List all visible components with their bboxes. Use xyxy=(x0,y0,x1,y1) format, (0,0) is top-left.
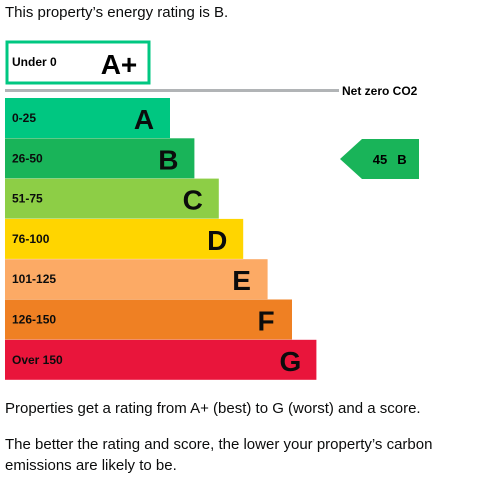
band-f-range: 126-150 xyxy=(12,313,56,327)
rating-scale-note: Properties get a rating from A+ (best) t… xyxy=(5,400,421,417)
energy-rating-chart: Under 0 A+ Net zero CO2 0-25 A 26-50 B 51-75… xyxy=(5,40,419,380)
band-g-letter: G xyxy=(280,346,302,377)
energy-rating-intro: This property’s energy rating is B. xyxy=(5,4,229,21)
band-b-range: 26-50 xyxy=(12,151,43,165)
current-rating-pointer xyxy=(340,139,419,179)
net-zero-label: Net zero CO2 xyxy=(342,84,418,98)
band-c-letter: C xyxy=(183,185,203,216)
band-f-letter: F xyxy=(257,306,274,337)
band-c-range: 51-75 xyxy=(12,192,43,206)
band-d-range: 76-100 xyxy=(12,232,50,246)
band-d-letter: D xyxy=(207,225,227,256)
band-a-letter: A xyxy=(134,104,154,135)
band-e-letter: E xyxy=(232,265,251,296)
band-a-range: 0-25 xyxy=(12,111,36,125)
current-rating-score: 45 xyxy=(373,152,387,167)
band-e-range: 101-125 xyxy=(12,272,56,286)
band-a-plus-box xyxy=(5,40,151,85)
band-a-plus-letter: A+ xyxy=(101,49,138,80)
band-a-plus-range: Under 0 xyxy=(12,55,57,69)
band-d-bar xyxy=(5,218,244,259)
band-e-bar xyxy=(5,259,268,300)
band-c-bar xyxy=(5,178,219,219)
band-b-letter: B xyxy=(158,144,178,175)
carbon-emissions-note: The better the rating and score, the low… xyxy=(5,436,433,474)
band-f-bar xyxy=(5,299,292,340)
band-a-bar xyxy=(5,98,170,138)
current-rating-letter: B xyxy=(397,152,406,167)
band-g-range: Over 150 xyxy=(12,353,63,367)
band-g-bar xyxy=(5,339,317,380)
band-b-bar xyxy=(5,138,195,179)
